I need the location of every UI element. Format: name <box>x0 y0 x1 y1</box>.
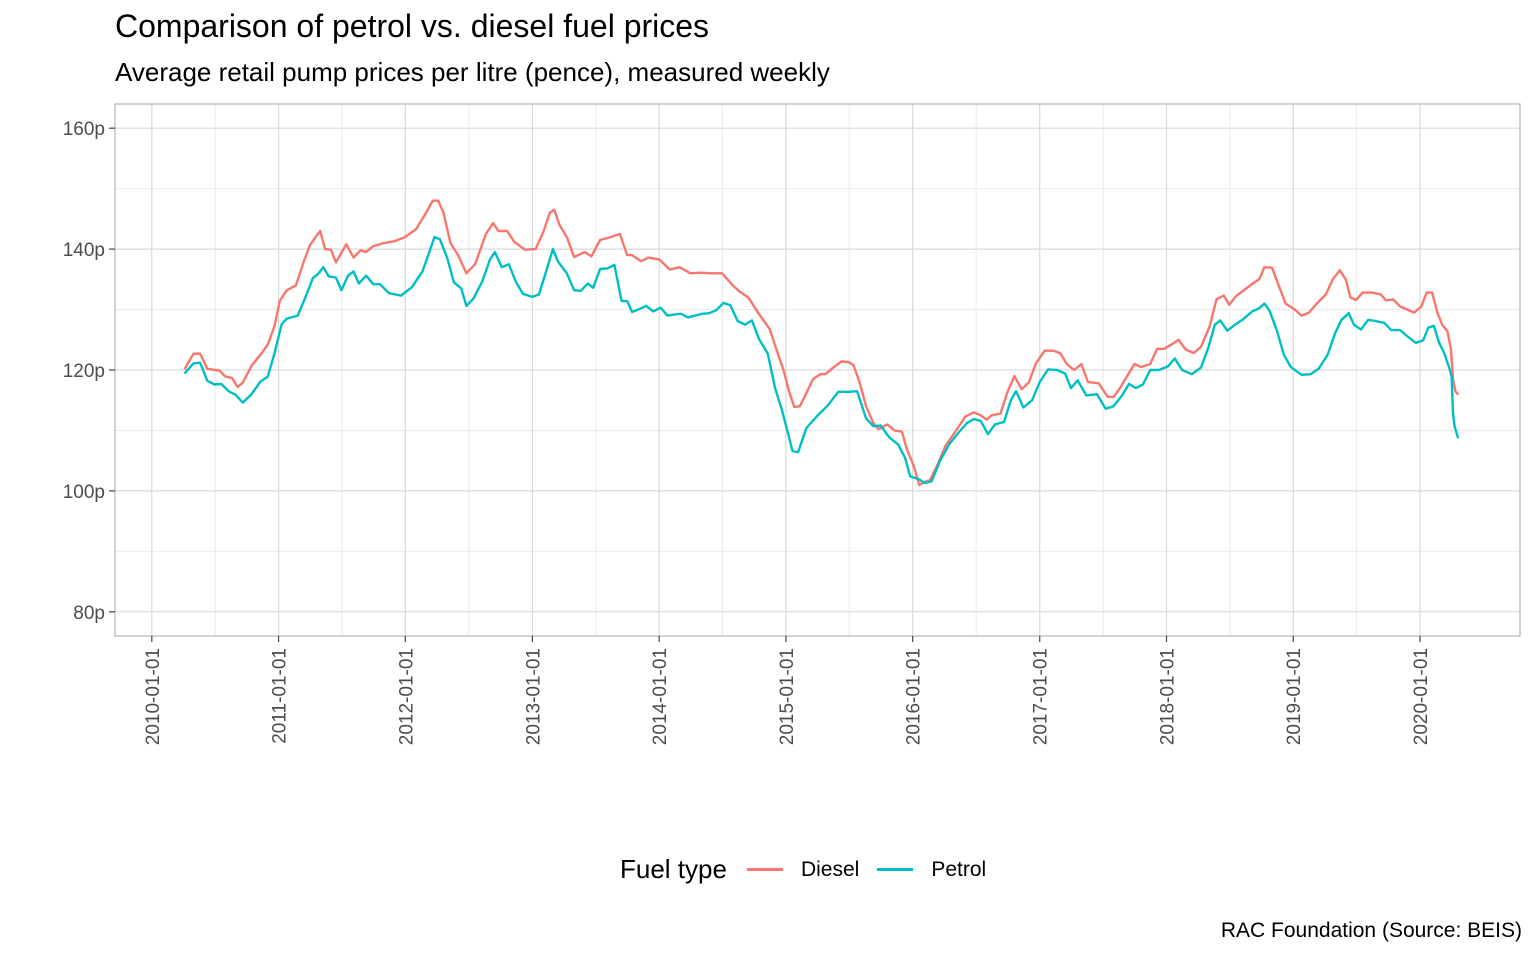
x-tick-label: 2010-01-01 <box>143 648 164 745</box>
legend-key-diesel <box>746 868 783 871</box>
legend-label-diesel: Diesel <box>800 857 860 881</box>
series-line-petrol <box>183 235 1460 485</box>
x-tick-label: 2011-01-01 <box>270 648 291 744</box>
x-tick-label: 2016-01-01 <box>904 648 925 745</box>
y-tick-label: 160p <box>63 119 105 140</box>
chart-caption: RAC Foundation (Source: BEIS) <box>1220 919 1522 942</box>
chart-subtitle: Average retail pump prices per litre (pe… <box>115 57 830 87</box>
chart-title: Comparison of petrol vs. diesel fuel pri… <box>115 8 710 44</box>
y-tick-label: 80p <box>73 603 105 624</box>
x-tick-label: 2012-01-01 <box>396 648 417 745</box>
x-tick-label: 2015-01-01 <box>777 648 798 745</box>
legend-title: Fuel type <box>620 854 727 884</box>
legend-label-petrol: Petrol <box>931 857 987 881</box>
x-tick-label: 2019-01-01 <box>1284 648 1305 745</box>
x-tick-label: 2013-01-01 <box>523 648 544 745</box>
legend-item-petrol: Petrol <box>877 858 986 882</box>
legend-key-petrol <box>877 868 914 871</box>
x-tick-label: 2018-01-01 <box>1157 648 1178 745</box>
y-tick-label: 140p <box>63 240 105 261</box>
series-line-diesel <box>183 199 1460 487</box>
x-tick-label: 2020-01-01 <box>1411 648 1432 745</box>
y-tick-label: 120p <box>63 361 105 382</box>
y-tick-label: 100p <box>63 482 105 503</box>
legend: Fuel type Diesel Petrol <box>620 854 1004 885</box>
x-tick-label: 2014-01-01 <box>650 648 671 745</box>
x-tick-label: 2017-01-01 <box>1031 648 1052 745</box>
legend-item-diesel: Diesel <box>746 857 860 882</box>
